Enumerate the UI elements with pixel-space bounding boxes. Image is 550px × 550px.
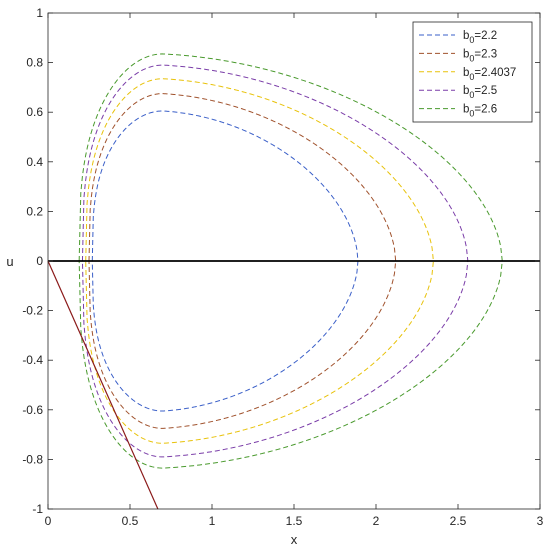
x-tick-label: 3 — [537, 514, 544, 528]
y-tick-label: 0 — [36, 254, 43, 268]
x-tick-label: 0.5 — [122, 514, 139, 528]
series-line-5 — [78, 53, 503, 469]
legend-entry-3: b0=2.4037 — [463, 67, 516, 82]
x-tick-label: 0 — [45, 514, 52, 528]
x-tick-label: 1.5 — [286, 514, 303, 528]
y-tick-label: 0.4 — [26, 155, 43, 169]
legend-entry-2: b0=2.3 — [463, 48, 497, 63]
legend-entry-5: b0=2.6 — [463, 104, 497, 119]
legend-box — [412, 21, 533, 123]
tick-labels: 0 0.5 1 1.5 2 2.5 3 -1 -0.8 -0.6 -0.4 -0.2 0 0.2 0.4 0.… — [22, 6, 543, 528]
y-tick-label: 0.6 — [26, 105, 43, 119]
legend-entry-1: b0=2.2 — [463, 30, 497, 45]
y-tick-label: -0.8 — [22, 452, 43, 466]
x-tick-label: 2.5 — [450, 514, 467, 528]
x-tick-label: 1 — [209, 514, 216, 528]
y-tick-label: 1 — [36, 6, 43, 20]
reference-line — [47, 260, 159, 510]
y-axis-label: u — [6, 254, 13, 269]
x-axis-label: x — [291, 532, 298, 547]
reference-layer — [47, 260, 540, 510]
y-tick-label: -0.6 — [22, 403, 43, 417]
y-tick-label: -0.2 — [22, 304, 43, 318]
legend: b0=2.2 b0=2.3 b0=2.4037 b0=2.5 b0=2.6 — [412, 21, 533, 123]
legend-entry-4: b0=2.5 — [463, 85, 497, 100]
y-tick-label: -0.4 — [22, 353, 43, 367]
y-tick-label: -1 — [32, 502, 43, 516]
y-tick-label: 0.8 — [26, 56, 43, 70]
y-tick-label: 0.2 — [26, 204, 43, 218]
axes — [47, 12, 541, 510]
x-tick-label: 2 — [373, 514, 380, 528]
series-line-2 — [88, 93, 397, 429]
